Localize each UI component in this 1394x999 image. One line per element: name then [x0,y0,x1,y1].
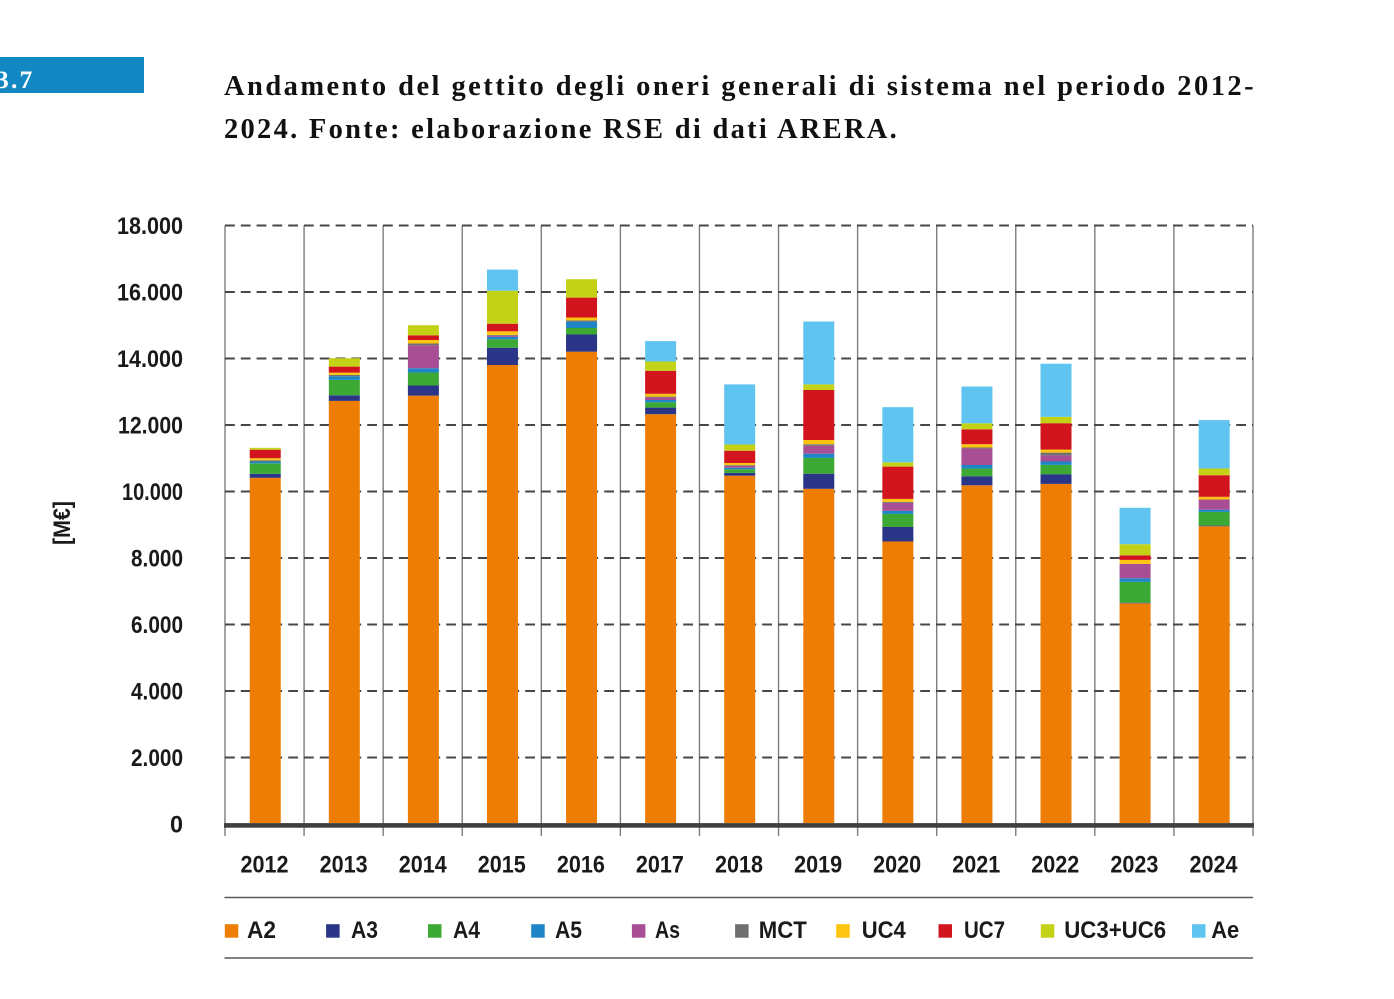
svg-text:0: 0 [170,812,183,839]
svg-text:[M€]: [M€] [49,501,76,545]
svg-text:16.000: 16.000 [117,280,183,307]
svg-text:2.000: 2.000 [131,745,183,772]
svg-text:UC7: UC7 [964,917,1005,944]
svg-text:A2: A2 [247,917,276,944]
svg-text:12.000: 12.000 [118,413,183,440]
svg-text:A4: A4 [453,917,481,944]
svg-text:2018: 2018 [715,852,763,879]
svg-text:8.000: 8.000 [131,546,183,573]
svg-text:2012: 2012 [241,852,289,879]
svg-text:UC4: UC4 [862,917,907,944]
svg-text:10.000: 10.000 [122,479,183,506]
svg-text:6.000: 6.000 [131,612,183,639]
svg-text:MCT: MCT [759,917,807,944]
svg-text:Ae: Ae [1211,917,1239,944]
svg-text:18.000: 18.000 [117,213,183,240]
svg-text:2019: 2019 [794,852,842,879]
svg-text:2022: 2022 [1031,852,1079,879]
svg-text:A3: A3 [351,917,378,944]
svg-text:2016: 2016 [557,852,605,879]
svg-text:2021: 2021 [952,852,1000,879]
svg-text:14.000: 14.000 [117,346,183,373]
svg-text:2017: 2017 [636,852,684,879]
svg-text:As: As [655,917,680,944]
svg-text:2013: 2013 [320,852,368,879]
svg-text:2023: 2023 [1110,852,1158,879]
svg-text:2020: 2020 [873,852,921,879]
svg-text:2015: 2015 [478,852,526,879]
svg-text:A5: A5 [555,917,582,944]
svg-text:2024: 2024 [1189,852,1238,879]
svg-text:4.000: 4.000 [131,679,183,706]
svg-text:2014: 2014 [399,852,448,879]
svg-text:UC3+UC6: UC3+UC6 [1064,917,1166,944]
